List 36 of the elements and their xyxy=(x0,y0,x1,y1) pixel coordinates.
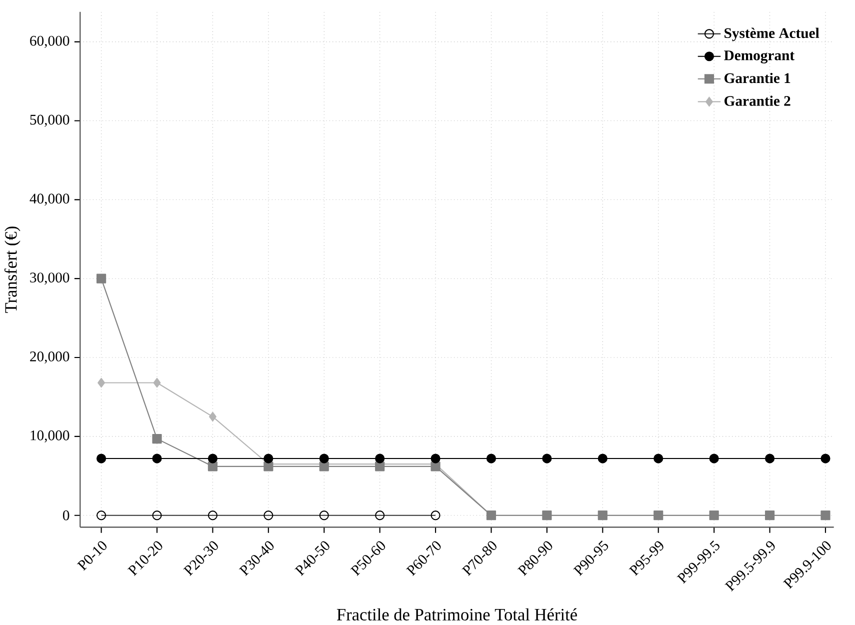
y-axis-title: Transfert (€) xyxy=(4,226,20,313)
point xyxy=(486,454,496,464)
point xyxy=(152,454,162,464)
point xyxy=(375,454,385,464)
point xyxy=(319,454,329,464)
y-tick-label: 0 xyxy=(62,510,70,520)
point xyxy=(709,454,719,464)
point xyxy=(208,454,218,464)
point xyxy=(96,274,106,284)
point xyxy=(153,378,161,388)
point xyxy=(208,412,216,422)
point xyxy=(264,462,274,472)
point xyxy=(430,454,440,464)
point xyxy=(98,378,106,388)
point xyxy=(654,454,664,464)
point xyxy=(319,462,329,472)
y-tick-label: 20,000 xyxy=(30,352,70,364)
point xyxy=(598,454,608,464)
point xyxy=(264,454,274,464)
y-tick-label: 50,000 xyxy=(30,114,70,127)
legend-label: Système Actuel xyxy=(724,28,820,42)
point xyxy=(764,454,775,464)
point xyxy=(542,454,552,464)
point xyxy=(430,462,440,472)
legend-label: Garantie 2 xyxy=(724,96,790,106)
x-axis-title: Fractile de Patrimoine Total Hérité xyxy=(336,608,577,621)
y-tick-label: 40,000 xyxy=(30,194,70,206)
point xyxy=(208,462,218,472)
legend-label: Demogrant xyxy=(724,50,794,64)
point xyxy=(820,454,830,464)
y-tick-label: 10,000 xyxy=(30,430,70,442)
y-tick-label: 60,000 xyxy=(30,36,70,48)
point xyxy=(96,454,106,464)
y-tick-label: 30,000 xyxy=(30,272,70,285)
legend-label: Garantie 1 xyxy=(724,72,790,84)
point xyxy=(152,434,162,444)
